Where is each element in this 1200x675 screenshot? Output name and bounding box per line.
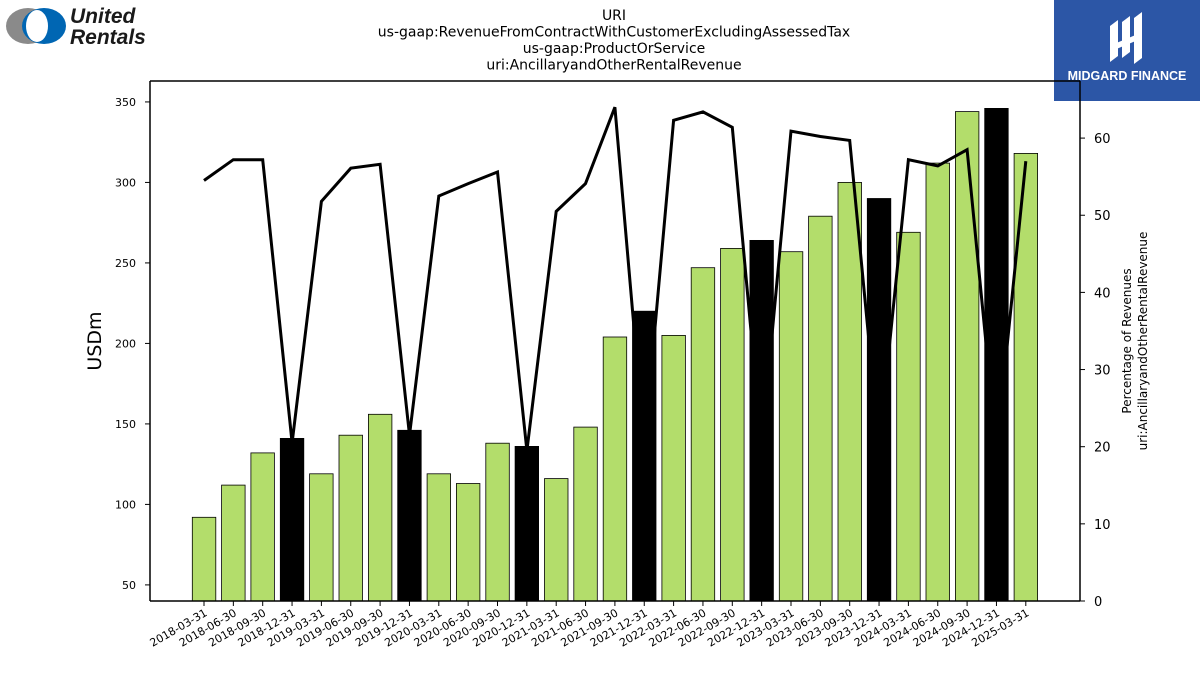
bar-2021-06-30	[573, 426, 598, 602]
ytick-label-300: 300	[115, 176, 136, 189]
bar-2022-09-30	[720, 247, 745, 602]
bar-2020-09-30	[485, 442, 510, 602]
bar-2018-06-30	[221, 484, 246, 602]
bar-series	[191, 108, 1038, 602]
bar-2022-12-31	[749, 239, 774, 602]
bar-2022-03-31	[661, 334, 686, 602]
ytick-label-200: 200	[115, 337, 136, 350]
bar-2023-06-30	[808, 215, 833, 602]
united-rentals-logo: United Rentals	[4, 4, 164, 50]
y2tick-label-20: 20	[1094, 441, 1111, 456]
y-axis-left: 50 100 150 200 250 300 350	[115, 96, 150, 592]
title-line-2: us-gaap:ProductOrService	[523, 41, 706, 57]
ytick-label-100: 100	[115, 498, 136, 511]
bar-2019-09-30	[367, 413, 393, 602]
bar-2024-03-31	[896, 231, 921, 602]
bar-2024-06-30	[925, 162, 950, 602]
y2tick-label-50: 50	[1094, 209, 1111, 224]
ytick-label-150: 150	[115, 418, 136, 431]
bar-2019-12-31	[397, 429, 422, 602]
brand-right-name: MIDGARD FINANCE	[1068, 69, 1187, 83]
y2tick-label-0: 0	[1094, 595, 1102, 610]
percentage-line	[203, 106, 1028, 451]
ytick-label-350: 350	[115, 96, 136, 109]
y2tick-label-30: 30	[1094, 364, 1111, 379]
midgard-mark-icon: MIDGARD FINANCE	[1068, 12, 1187, 83]
x-axis: 2018-03-312018-06-302018-09-302018-12-31…	[148, 601, 1031, 650]
y-axis-right: 0 10 20 30 40 50 60	[1080, 132, 1111, 610]
y2label-line-0: Percentage of Revenues	[1120, 268, 1134, 413]
ylabel: USDm	[84, 311, 106, 370]
united-rentals-mark-icon: United Rentals	[6, 5, 146, 49]
title-line-0: URI	[602, 8, 626, 24]
title-line-3: uri:AncillaryandOtherRentalRevenue	[486, 58, 741, 74]
bar-2018-09-30	[250, 452, 275, 602]
title-line-1: us-gaap:RevenueFromContractWithCustomerE…	[378, 25, 850, 41]
brand-line2: Rentals	[70, 26, 146, 49]
y2tick-label-40: 40	[1094, 286, 1111, 301]
y2label-line-1: uri:AncillaryandOtherRentalRevenue	[1136, 232, 1150, 451]
bar-2020-12-31	[514, 445, 539, 602]
bar-2018-03-31	[191, 516, 217, 602]
line-series	[203, 106, 1028, 451]
bar-2018-12-31	[279, 437, 305, 602]
ytick-label-250: 250	[115, 257, 136, 270]
bar-2019-03-31	[309, 473, 334, 602]
bar-2020-03-31	[426, 473, 452, 602]
midgard-finance-logo: MIDGARD FINANCE	[1054, 0, 1200, 101]
bar-2021-09-30	[602, 336, 628, 602]
y2tick-label-60: 60	[1094, 132, 1111, 147]
y2tick-label-10: 10	[1094, 518, 1111, 533]
bar-2022-06-30	[690, 267, 716, 602]
bar-2024-09-30	[955, 111, 980, 602]
bar-2023-03-31	[778, 251, 804, 602]
bar-2023-09-30	[837, 181, 862, 602]
ytick-label-50: 50	[122, 579, 136, 592]
axis-labels: USDm Percentage of Revenues uri:Ancillarya…	[84, 232, 1150, 451]
brand-line1: United	[70, 5, 137, 28]
bar-2025-03-31	[1013, 152, 1038, 602]
chart-title: URIus-gaap:RevenueFromContractWithCustom…	[378, 8, 850, 74]
bar-2021-03-31	[544, 478, 569, 602]
bar-2019-06-30	[338, 434, 363, 602]
bar-2023-12-31	[866, 198, 892, 602]
bar-2020-06-30	[455, 483, 481, 602]
